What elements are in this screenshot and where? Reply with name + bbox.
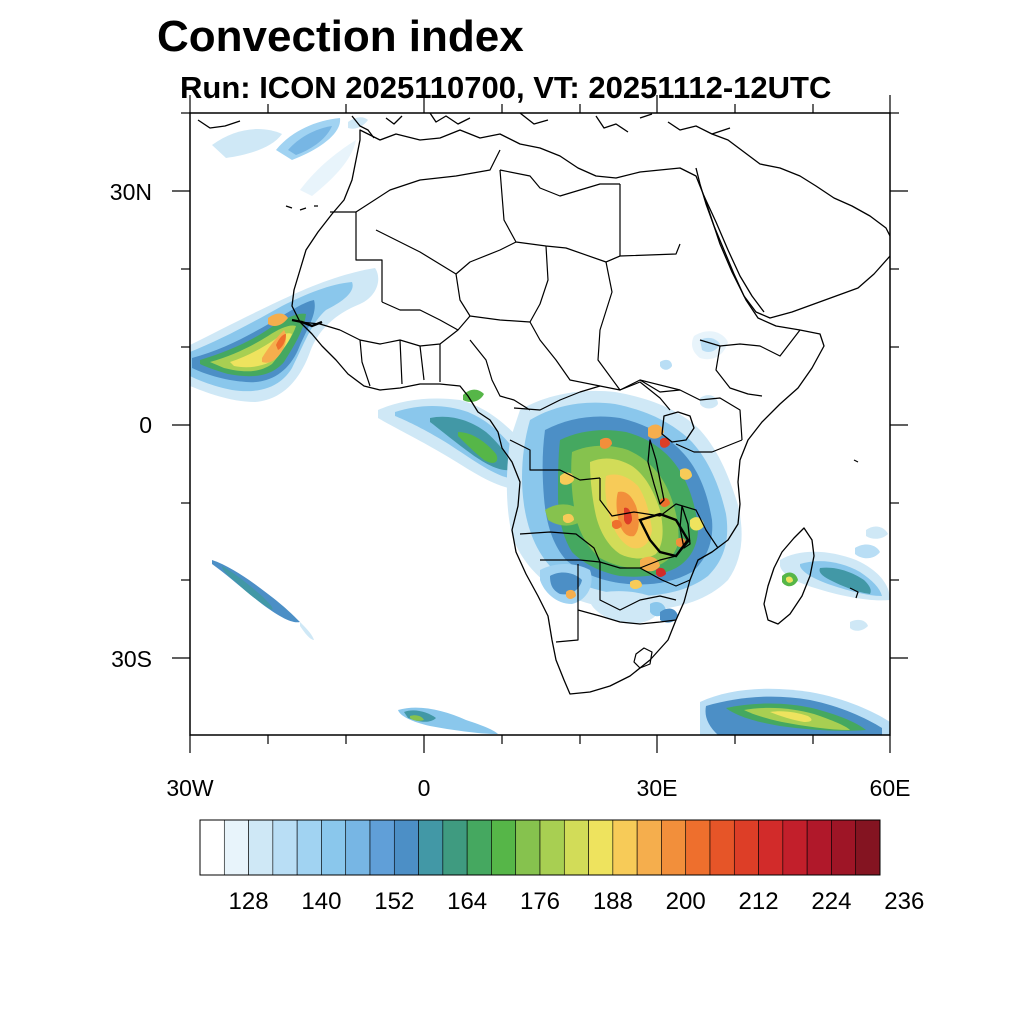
colorbar-swatch	[442, 819, 468, 876]
colorbar-swatch	[223, 819, 249, 876]
colorbar-swatch	[758, 819, 784, 876]
lake-tanganyika	[647, 439, 665, 505]
colorbar-swatch	[855, 819, 881, 876]
colorbar-swatch	[539, 819, 565, 876]
colorbar-label: 188	[592, 888, 633, 915]
lake-malawi	[679, 505, 691, 549]
map-outlines	[197, 113, 890, 695]
colorbar-swatch	[345, 819, 371, 876]
colorbar-frame	[199, 819, 881, 876]
field-south-atlantic	[212, 560, 498, 734]
colorbar-swatch	[418, 819, 444, 876]
colorbar-label: 164	[447, 888, 488, 915]
islands	[285, 205, 859, 599]
lake-victoria	[661, 411, 695, 443]
field-gulf-band	[378, 389, 539, 490]
colorbar-label: 212	[738, 888, 779, 915]
y-label-30s: 30S	[111, 646, 152, 672]
axis-ticks	[172, 95, 908, 753]
colorbar-swatch	[563, 819, 589, 876]
colorbar-label: 152	[374, 888, 415, 915]
coast-africa	[291, 129, 825, 695]
colorbar-swatch	[685, 819, 711, 876]
colorbar-swatch	[491, 819, 517, 876]
colorbar-label: 176	[519, 888, 561, 915]
x-label-30e: 30E	[636, 775, 678, 801]
coast-europe	[197, 113, 731, 139]
coast-arabia	[695, 133, 890, 319]
colorbar-label: 200	[665, 888, 706, 915]
colorbar-swatch	[321, 819, 347, 876]
field-north-patches	[212, 117, 368, 196]
field-west-africa-plume	[190, 268, 379, 402]
highlight-borders	[291, 318, 690, 558]
colorbar-label: 128	[228, 888, 269, 915]
x-label-0: 0	[417, 775, 431, 801]
y-label-0: 0	[139, 412, 152, 438]
colorbar-swatch	[831, 819, 857, 876]
colorbar-swatch	[806, 819, 832, 876]
colorbar-label: 224	[811, 888, 852, 915]
coast-red-sea	[703, 195, 765, 313]
colorbar-swatch	[296, 819, 322, 876]
colorbar-swatch	[515, 819, 541, 876]
colorbar-swatch	[661, 819, 687, 876]
country-borders	[299, 149, 801, 669]
convection-field	[190, 117, 890, 735]
field-southern-ocean	[700, 688, 890, 735]
colorbar-swatch	[709, 819, 735, 876]
y-label-30n: 30N	[109, 179, 152, 205]
colorbar-swatch	[636, 819, 662, 876]
colorbar-swatch	[466, 819, 492, 876]
field-indian-ocean	[780, 526, 890, 631]
colorbar-label: 236	[884, 888, 925, 915]
colorbar-label: 140	[301, 888, 342, 915]
colorbar-swatch	[248, 819, 274, 876]
colorbar-swatch	[393, 819, 419, 876]
colorbar-swatch	[588, 819, 614, 876]
x-label-60e: 60E	[869, 775, 911, 801]
colorbar-swatch	[369, 819, 395, 876]
colorbar-swatch	[612, 819, 638, 876]
colorbar-swatch	[782, 819, 808, 876]
coast-madagascar	[763, 527, 815, 625]
chart-subtitle: Run: ICON 2025110700, VT: 20251112-12UTC	[180, 70, 832, 105]
colorbar-swatch	[733, 819, 759, 876]
colorbar-swatch	[272, 819, 298, 876]
colorbar-swatch	[199, 819, 225, 876]
plot-frame	[189, 112, 891, 736]
x-label-30w: 30W	[166, 775, 214, 801]
chart-title: Convection index	[157, 12, 524, 61]
field-central-africa	[506, 390, 742, 611]
